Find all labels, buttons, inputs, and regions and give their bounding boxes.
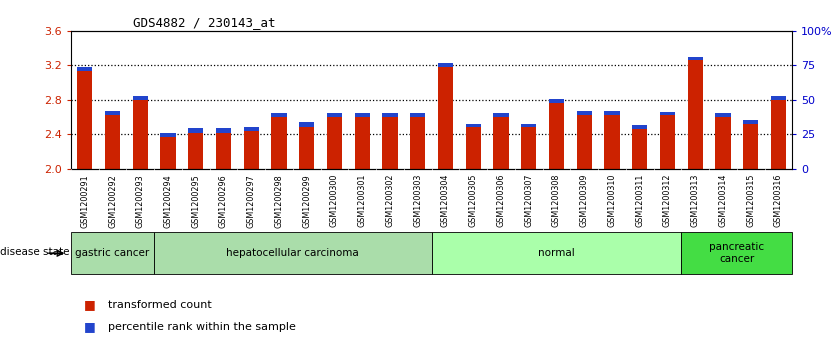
Text: percentile rank within the sample: percentile rank within the sample: [108, 322, 296, 332]
Text: GSM1200310: GSM1200310: [607, 174, 616, 227]
Bar: [743, 124, 758, 169]
Text: pancreatic
cancer: pancreatic cancer: [709, 242, 765, 264]
Text: GSM1200294: GSM1200294: [163, 174, 173, 228]
Text: GSM1200300: GSM1200300: [330, 174, 339, 227]
Bar: [410, 117, 425, 169]
Bar: [660, 112, 675, 115]
Bar: [687, 57, 703, 60]
Text: transformed count: transformed count: [108, 300, 212, 310]
Bar: [327, 117, 342, 169]
Bar: [438, 63, 453, 67]
Text: GDS4882 / 230143_at: GDS4882 / 230143_at: [133, 16, 276, 29]
Bar: [716, 114, 731, 117]
Text: GSM1200302: GSM1200302: [385, 174, 394, 227]
Bar: [438, 67, 453, 169]
Bar: [549, 99, 564, 103]
Bar: [494, 114, 509, 117]
Text: GSM1200295: GSM1200295: [191, 174, 200, 228]
Bar: [576, 115, 592, 169]
Text: GSM1200299: GSM1200299: [302, 174, 311, 228]
Text: hepatocellular carcinoma: hepatocellular carcinoma: [227, 248, 359, 258]
Text: GSM1200293: GSM1200293: [136, 174, 145, 228]
Bar: [154, 232, 432, 274]
Bar: [521, 123, 536, 127]
Bar: [77, 72, 93, 169]
Text: GSM1200292: GSM1200292: [108, 174, 117, 228]
Bar: [576, 111, 592, 115]
Bar: [77, 67, 93, 72]
Text: GSM1200314: GSM1200314: [718, 174, 727, 227]
Bar: [549, 103, 564, 169]
Text: GSM1200313: GSM1200313: [691, 174, 700, 227]
Text: GSM1200304: GSM1200304: [441, 174, 450, 227]
Bar: [632, 129, 647, 169]
Bar: [160, 137, 176, 169]
Text: GSM1200307: GSM1200307: [525, 174, 533, 227]
Bar: [354, 113, 369, 117]
Text: normal: normal: [538, 248, 575, 258]
Text: GSM1200301: GSM1200301: [358, 174, 367, 227]
Bar: [465, 123, 481, 127]
Bar: [271, 113, 287, 117]
Bar: [354, 117, 369, 169]
Text: ■: ■: [83, 298, 95, 311]
Bar: [465, 127, 481, 169]
Bar: [432, 232, 681, 274]
Text: GSM1200315: GSM1200315: [746, 174, 755, 227]
Bar: [299, 127, 314, 169]
Bar: [299, 122, 314, 127]
Text: disease state: disease state: [0, 247, 69, 257]
Text: GSM1200308: GSM1200308: [552, 174, 561, 227]
Bar: [494, 117, 509, 169]
Bar: [681, 232, 792, 274]
Bar: [382, 117, 398, 169]
Bar: [605, 115, 620, 169]
Bar: [605, 111, 620, 115]
Bar: [216, 129, 231, 132]
Bar: [660, 115, 675, 169]
Text: GSM1200306: GSM1200306: [496, 174, 505, 227]
Text: GSM1200303: GSM1200303: [413, 174, 422, 227]
Bar: [188, 129, 203, 132]
Bar: [632, 125, 647, 129]
Bar: [105, 115, 120, 169]
Text: GSM1200305: GSM1200305: [469, 174, 478, 227]
Bar: [716, 117, 731, 169]
Bar: [271, 117, 287, 169]
Text: GSM1200309: GSM1200309: [580, 174, 589, 227]
Bar: [133, 100, 148, 169]
Bar: [771, 96, 786, 100]
Text: GSM1200298: GSM1200298: [274, 174, 284, 228]
Bar: [687, 60, 703, 169]
Text: GSM1200316: GSM1200316: [774, 174, 783, 227]
Text: ■: ■: [83, 320, 95, 333]
Bar: [244, 127, 259, 131]
Bar: [382, 113, 398, 117]
Bar: [521, 127, 536, 169]
Bar: [743, 120, 758, 124]
Bar: [105, 111, 120, 115]
Bar: [216, 132, 231, 169]
Bar: [771, 100, 786, 169]
Text: GSM1200291: GSM1200291: [80, 174, 89, 228]
Bar: [160, 133, 176, 137]
Text: GSM1200297: GSM1200297: [247, 174, 256, 228]
Bar: [244, 131, 259, 169]
Text: gastric cancer: gastric cancer: [75, 248, 149, 258]
Bar: [410, 113, 425, 117]
Text: GSM1200312: GSM1200312: [663, 174, 672, 227]
Text: GSM1200296: GSM1200296: [219, 174, 228, 228]
Bar: [327, 113, 342, 117]
Bar: [71, 232, 154, 274]
Bar: [188, 132, 203, 169]
Bar: [133, 96, 148, 100]
Text: GSM1200311: GSM1200311: [636, 174, 644, 227]
